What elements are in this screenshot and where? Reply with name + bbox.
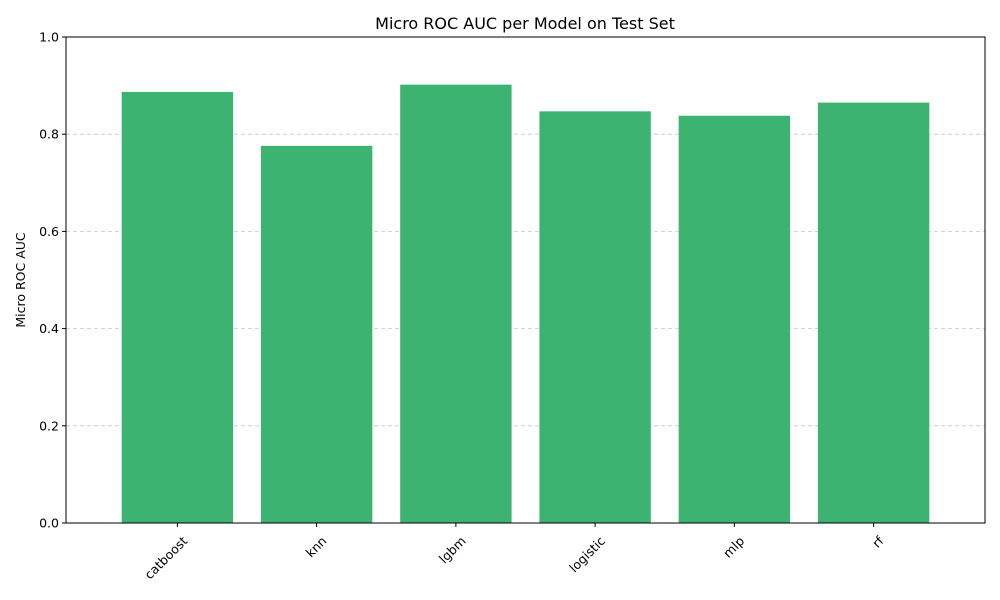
y-axis-ticks: 0.0 0.2 0.4 0.6 0.8 1.0 — [39, 30, 66, 531]
chart-title: Micro ROC AUC per Model on Test Set — [375, 14, 675, 33]
x-tick-label-rf: rf — [869, 533, 887, 551]
bar-mlp — [678, 115, 791, 524]
y-tick-label: 0.0 — [39, 516, 59, 531]
bar-rf — [817, 102, 930, 524]
bar-lgbm — [400, 84, 512, 524]
x-tick-label-logistic: logistic — [566, 533, 608, 575]
bars — [121, 84, 930, 524]
bar-knn — [260, 145, 373, 523]
y-tick-label: 0.4 — [39, 321, 59, 336]
bar-logistic — [539, 111, 651, 523]
plot-frame — [65, 36, 986, 524]
x-tick-label-mlp: mlp — [720, 533, 747, 560]
y-axis-label: Micro ROC AUC — [13, 232, 28, 328]
y-tick-label: 0.8 — [39, 127, 59, 142]
y-tick-label: 0.2 — [39, 418, 59, 433]
x-axis-ticks: catboost knn lgbm logistic mlp rf — [141, 523, 887, 582]
x-tick-label-lgbm: lgbm — [436, 533, 469, 566]
bar-catboost — [121, 91, 234, 523]
x-tick-label-catboost: catboost — [141, 533, 190, 582]
x-tick-label-knn: knn — [303, 533, 330, 560]
y-tick-label: 0.6 — [39, 224, 59, 239]
y-tick-label: 1.0 — [39, 30, 59, 45]
